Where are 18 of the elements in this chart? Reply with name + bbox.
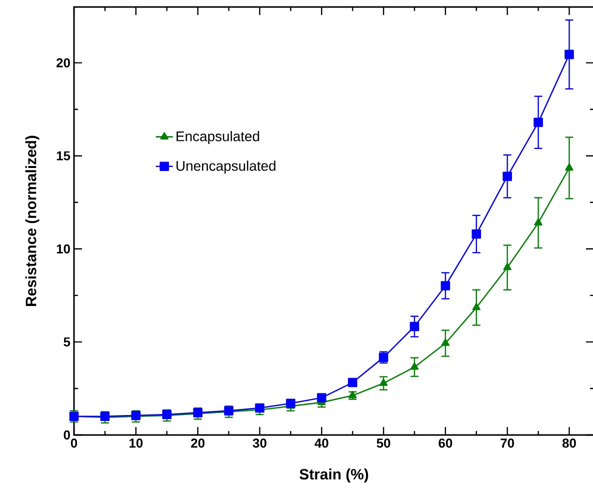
- x-tick-label: 70: [500, 438, 514, 448]
- x-tick-label: 80: [562, 438, 576, 448]
- x-tick-label: 10: [130, 438, 143, 448]
- legend-label: Encapsulated: [176, 131, 260, 144]
- y-axis-title: Resistance (normalized): [25, 136, 40, 306]
- x-tick-label: 20: [191, 438, 204, 448]
- y-tick-label: 15: [56, 151, 70, 160]
- x-tick-label: 40: [314, 438, 328, 448]
- y-tick-label: 20: [56, 58, 70, 68]
- x-tick-label: 50: [376, 438, 390, 448]
- y-tick-label: 0: [64, 430, 70, 440]
- x-tick-label: 60: [438, 438, 452, 448]
- y-tick-label: 5: [64, 337, 70, 346]
- legend-label: Unencapsulated: [176, 160, 276, 174]
- x-tick-label: 30: [252, 438, 266, 448]
- x-axis-title: Strain (%): [300, 468, 368, 482]
- y-tick-label: 10: [56, 244, 70, 254]
- x-tick-label: 0: [70, 438, 78, 448]
